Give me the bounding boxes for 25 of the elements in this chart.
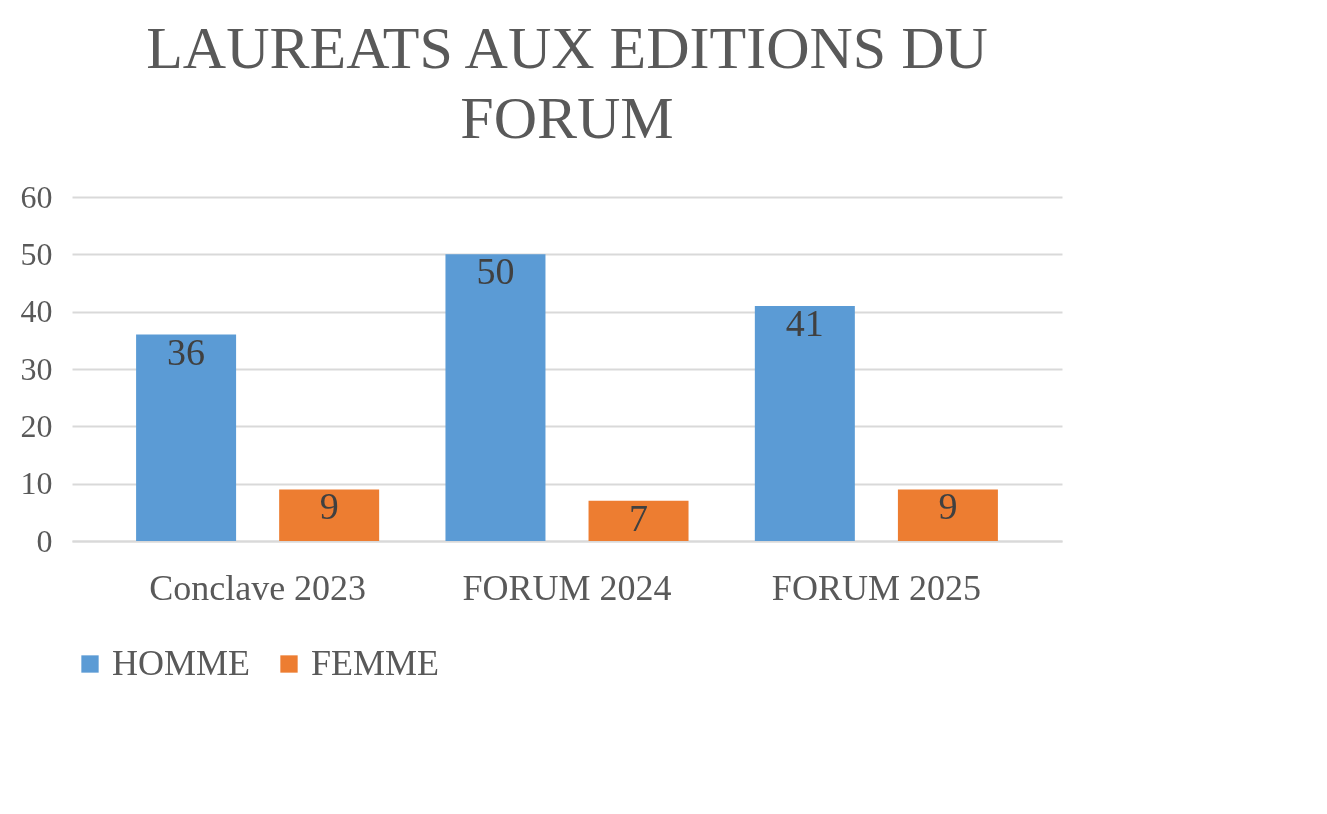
y-tick-label: 20 <box>20 407 53 444</box>
bar <box>279 489 380 541</box>
data-label: 41 <box>785 301 824 344</box>
chart-title: LAUREATS AUX EDITIONS DU FORUM <box>146 15 988 151</box>
data-label: 36 <box>167 330 206 373</box>
bar <box>588 500 689 541</box>
legend-label: HOMME <box>112 643 251 683</box>
y-tick-label: 10 <box>20 465 53 502</box>
data-label: 9 <box>938 485 958 528</box>
x-tick-label: FORUM 2025 <box>771 567 981 608</box>
y-tick-label: 0 <box>36 522 53 559</box>
bar <box>897 489 998 541</box>
bar <box>445 254 546 541</box>
y-tick-label: 40 <box>20 293 53 330</box>
legend-label: FEMME <box>311 643 440 683</box>
y-tick-label: 50 <box>20 235 53 272</box>
data-label: 7 <box>629 496 649 539</box>
bar <box>136 334 237 541</box>
data-label: 50 <box>476 250 515 293</box>
y-tick-label: 60 <box>20 178 53 215</box>
x-tick-label: Conclave 2023 <box>149 567 367 608</box>
data-label: 9 <box>319 485 339 528</box>
x-tick-label: FORUM 2024 <box>462 567 672 608</box>
y-tick-label: 30 <box>20 350 53 387</box>
bar <box>754 305 855 541</box>
